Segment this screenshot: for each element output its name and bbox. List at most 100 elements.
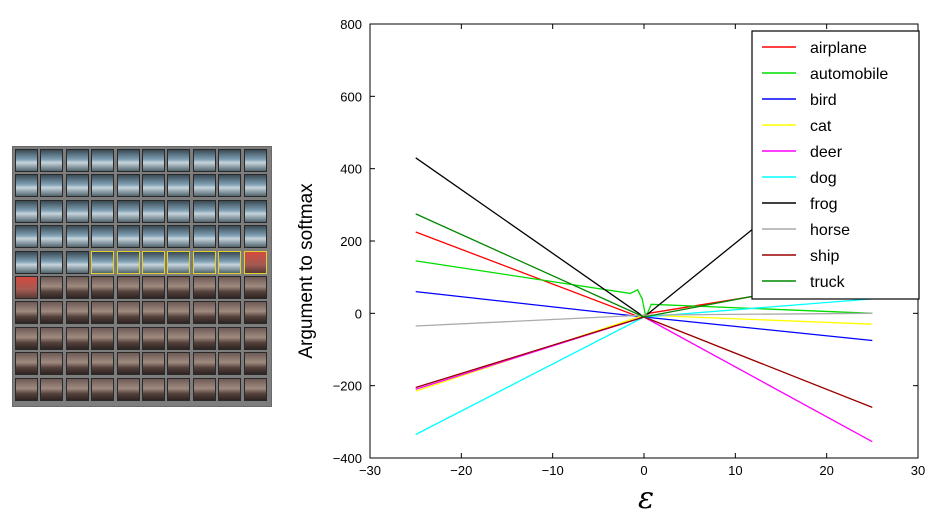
thumbnail-image [116,326,140,350]
thumbnail-image [218,174,242,198]
thumbnail-image [91,326,115,350]
thumbnail-image [116,149,140,172]
axis-ticks: −30 −20 −10 0 10 20 30 −400 −200 0 200 400 600 800 [333,17,926,478]
thumbnail-image [218,149,242,172]
thumbnail-image [243,225,267,249]
thumbnail-image [142,301,165,325]
legend: airplane automobile bird cat deer dog frog hors… [751,30,920,300]
thumbnail-image [218,276,242,299]
thumbnail-image [65,377,89,401]
thumbnail-image [192,352,216,376]
thumbnail-image [15,377,38,401]
thumbnail-image [15,149,38,172]
thumbnail-image [192,225,216,249]
thumbnail-image [40,250,64,274]
thumbnail-image [167,174,191,198]
thumbnail-image [65,225,89,249]
x-tick-label: 20 [819,463,833,478]
x-tick-label: −10 [542,463,564,478]
thumbnail-image [40,149,64,172]
thumbnail-image [167,276,191,299]
thumbnail-image [142,352,165,376]
thumbnail-image [65,276,89,299]
thumbnail-image [243,276,267,299]
legend-label-cat: cat [810,118,832,135]
x-tick-label: −30 [359,463,381,478]
thumbnail-image [243,199,267,223]
thumbnail-image [91,199,115,223]
thumbnail-image [65,199,89,223]
thumbnail-image [15,301,38,325]
thumbnail-image [116,250,140,274]
thumbnail-image [15,174,38,198]
y-tick-label: 600 [340,89,362,104]
legend-label-deer: deer [810,144,843,161]
thumbnail-image [192,276,216,299]
thumbnail-image [40,174,64,198]
thumbnail-image [243,326,267,350]
thumbnail-image [142,276,165,299]
thumbnail-image [218,199,242,223]
thumbnail-image [91,377,115,401]
thumbnail-image [116,199,140,223]
thumbnail-image [192,199,216,223]
thumbnail-image [40,301,64,325]
legend-label-truck: truck [810,274,846,291]
thumbnail-image [192,149,216,172]
thumbnail-image [91,301,115,325]
thumbnail-image [192,250,216,274]
thumbnail-image [167,352,191,376]
thumbnail-image [218,301,242,325]
x-tick-label: 30 [911,463,925,478]
thumbnail-image [167,326,191,350]
thumbnail-image [40,352,64,376]
thumbnail-image [116,225,140,249]
thumbnail-image [40,377,64,401]
thumbnail-image [243,377,267,401]
thumbnail-image [91,149,115,172]
thumbnail-image [116,174,140,198]
thumbnail-image [40,225,64,249]
series-line-automobile [415,260,873,320]
thumbnail-image [40,326,64,350]
thumbnail-image [91,352,115,376]
y-tick-label: −400 [333,451,362,466]
thumbnail-image [167,377,191,401]
thumbnail-image [218,377,242,401]
thumbnail-image [15,250,38,274]
thumbnail-image [40,199,64,223]
y-tick-label: 400 [340,162,362,177]
thumbnail-image [142,199,165,223]
thumbnail-image [142,326,165,350]
thumbnail-image [142,250,165,274]
thumbnail-image [65,352,89,376]
thumbnail-image [142,377,165,401]
y-axis-label: Argument to softmax [296,183,317,359]
thumbnail-image [15,199,38,223]
series-line-ship [415,316,873,409]
thumbnail-image [15,326,38,350]
legend-label-bird: bird [810,92,837,109]
thumbnail-image [15,276,38,299]
thumbnail-image [218,250,242,274]
y-tick-label: 0 [355,306,362,321]
thumbnail-image [65,326,89,350]
legend-label-airplane: airplane [810,40,867,57]
y-tick-label: −200 [333,379,362,394]
x-axis-label: ε [638,481,654,516]
thumbnail-image [65,250,89,274]
thumbnail-image [218,225,242,249]
legend-label-horse: horse [810,222,850,239]
thumbnail-image [192,174,216,198]
thumbnail-image [167,199,191,223]
thumbnail-image [243,301,267,325]
thumbnail-image [167,250,191,274]
thumbnail-image [40,276,64,299]
thumbnail-image [65,301,89,325]
thumbnail-image [167,149,191,172]
thumbnail-image [192,377,216,401]
thumbnail-image [91,250,115,274]
thumbnail-image [243,149,267,172]
x-tick-label: 10 [728,463,742,478]
thumbnail-image [243,174,267,198]
